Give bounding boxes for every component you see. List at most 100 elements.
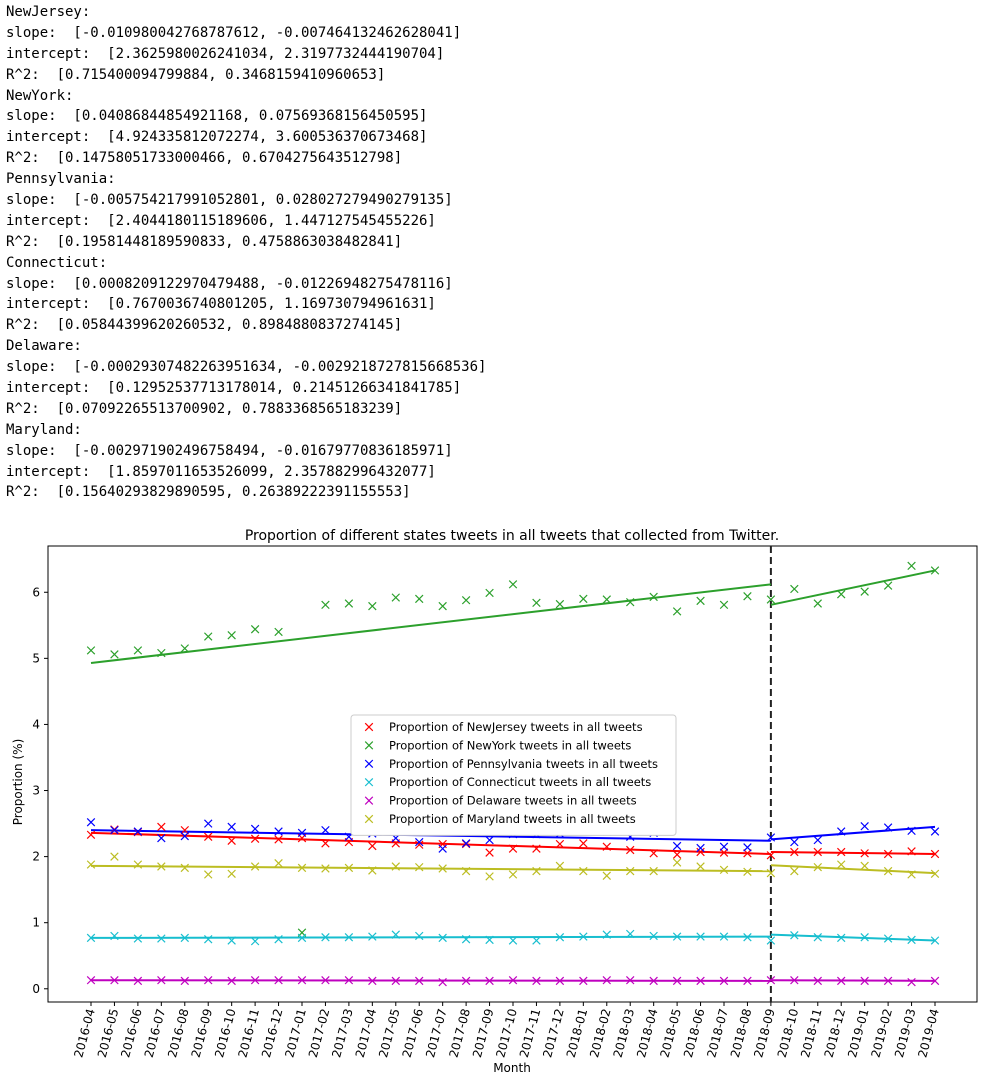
marker-stroke bbox=[790, 975, 799, 985]
legend-entry-label: Proportion of Pennsylvania tweets in all… bbox=[389, 757, 658, 771]
trend-line-segment bbox=[770, 864, 936, 875]
data-point bbox=[133, 646, 143, 655]
marker-stroke bbox=[719, 865, 729, 875]
x-tick-label: 2017-06 bbox=[400, 1007, 427, 1059]
data-point bbox=[133, 934, 143, 943]
marker-stroke bbox=[743, 867, 752, 877]
data-point bbox=[790, 975, 799, 985]
console-line: slope: [-0.00029307482263951634, -0.0029… bbox=[6, 359, 487, 376]
marker-stroke bbox=[860, 976, 869, 986]
marker-stroke bbox=[344, 975, 354, 985]
marker-stroke bbox=[579, 932, 588, 941]
marker-stroke bbox=[414, 594, 424, 604]
x-tick-label: 2018-01 bbox=[564, 1007, 591, 1059]
marker-stroke bbox=[321, 975, 330, 985]
marker-stroke bbox=[907, 561, 916, 571]
data-point bbox=[555, 839, 565, 849]
marker-stroke bbox=[438, 844, 447, 853]
marker-stroke bbox=[157, 833, 166, 843]
console-line: slope: [-0.010980042768787612, -0.007464… bbox=[6, 24, 462, 41]
line-scatter-chart: Proportion of different states tweets in… bbox=[11, 528, 978, 1075]
data-point bbox=[203, 975, 213, 985]
marker-stroke bbox=[157, 862, 166, 871]
marker-stroke bbox=[227, 869, 236, 879]
x-tick-label: 2018-10 bbox=[775, 1007, 802, 1059]
marker-stroke bbox=[133, 827, 143, 836]
marker-stroke bbox=[368, 976, 377, 986]
data-point bbox=[813, 835, 823, 845]
data-point bbox=[532, 976, 541, 986]
marker-stroke bbox=[813, 976, 823, 986]
marker-stroke bbox=[719, 848, 729, 857]
marker-stroke bbox=[414, 840, 424, 849]
marker-stroke bbox=[696, 932, 705, 941]
marker-stroke bbox=[625, 866, 635, 876]
data-point bbox=[461, 866, 471, 876]
data-point bbox=[579, 976, 588, 986]
x-tick-label: 2016-08 bbox=[165, 1007, 192, 1059]
marker-stroke bbox=[532, 598, 541, 608]
marker-stroke bbox=[672, 841, 682, 851]
y-tick-label: 5 bbox=[32, 651, 40, 665]
marker-stroke bbox=[719, 600, 729, 610]
y-axis-label: Proportion (%) bbox=[11, 739, 25, 826]
trend-line-segment bbox=[770, 825, 936, 841]
data-point bbox=[203, 870, 213, 879]
marker-stroke bbox=[719, 842, 729, 851]
console-line: R^2: [0.05844399620260532, 0.89848808372… bbox=[6, 317, 403, 334]
data-point bbox=[227, 822, 236, 832]
marker-stroke bbox=[391, 593, 401, 602]
data-point bbox=[227, 869, 236, 879]
data-point bbox=[485, 848, 494, 857]
data-point bbox=[930, 976, 940, 986]
data-point bbox=[743, 849, 752, 858]
data-point bbox=[368, 841, 377, 851]
trend-line-segment bbox=[90, 979, 771, 982]
marker-stroke bbox=[790, 931, 799, 940]
data-point bbox=[907, 561, 916, 571]
marker-stroke bbox=[930, 936, 940, 945]
marker-stroke bbox=[485, 588, 494, 598]
x-axis-label: Month bbox=[493, 1061, 531, 1075]
data-point bbox=[719, 600, 729, 610]
data-point bbox=[157, 975, 166, 985]
data-point bbox=[461, 934, 471, 944]
marker-stroke bbox=[672, 932, 682, 941]
legend-marker bbox=[364, 741, 374, 750]
marker-stroke bbox=[532, 866, 541, 876]
x-tick-label: 2018-11 bbox=[798, 1007, 825, 1059]
marker-stroke bbox=[364, 796, 374, 805]
marker-stroke bbox=[860, 933, 869, 942]
data-point bbox=[743, 867, 752, 877]
console-output: NewJersey: slope: [-0.010980042768787612,… bbox=[6, 2, 986, 503]
data-point bbox=[297, 828, 307, 838]
marker-stroke bbox=[508, 870, 518, 879]
console-line: NewYork: bbox=[6, 87, 74, 104]
marker-stroke bbox=[227, 822, 236, 832]
data-point bbox=[930, 936, 940, 945]
marker-stroke bbox=[86, 933, 96, 943]
data-point bbox=[766, 975, 776, 985]
marker-stroke bbox=[883, 823, 893, 832]
marker-stroke bbox=[555, 839, 565, 849]
data-point bbox=[813, 862, 823, 872]
x-tick-label: 2016-10 bbox=[212, 1007, 239, 1059]
marker-stroke bbox=[813, 933, 823, 942]
data-point bbox=[485, 976, 494, 986]
marker-stroke bbox=[602, 975, 612, 985]
data-point bbox=[602, 595, 612, 604]
x-tick-label: 2018-06 bbox=[681, 1007, 708, 1059]
data-point bbox=[602, 975, 612, 985]
x-tick-label: 2016-11 bbox=[236, 1007, 263, 1059]
marker-stroke bbox=[649, 931, 658, 941]
marker-stroke bbox=[907, 935, 916, 945]
data-point bbox=[649, 849, 658, 858]
marker-stroke bbox=[86, 830, 96, 840]
data-point bbox=[508, 870, 518, 879]
marker-stroke bbox=[555, 861, 565, 871]
marker-stroke bbox=[555, 599, 565, 609]
marker-stroke bbox=[438, 933, 447, 943]
marker-stroke bbox=[579, 866, 588, 876]
legend-entry-label: Proportion of Delaware tweets in all twe… bbox=[389, 794, 637, 808]
marker-stroke bbox=[907, 826, 916, 836]
